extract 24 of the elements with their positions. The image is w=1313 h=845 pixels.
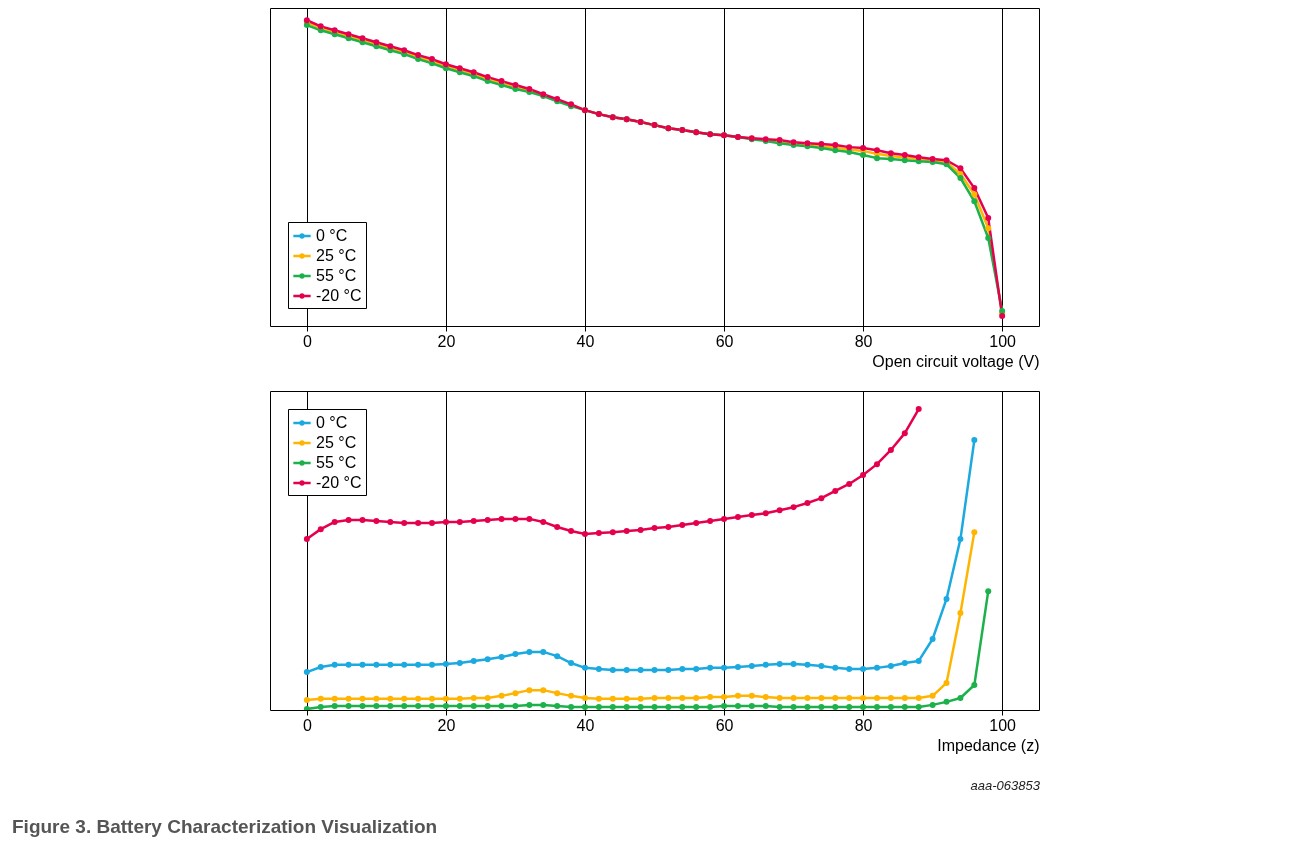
legend-label: 25 °C <box>316 434 357 451</box>
x-tick-label: 0 <box>302 332 312 350</box>
x-tick-label: 100 <box>989 332 1017 350</box>
legend-label: 55 °C <box>316 267 357 284</box>
x-tick-label: 20 <box>437 716 456 734</box>
x-tick-label: 80 <box>854 716 873 734</box>
legend-label: -20 °C <box>316 287 362 304</box>
legend-label: -20 °C <box>316 474 362 491</box>
x-tick-label: 100 <box>989 716 1017 734</box>
caption: Figure 3. Battery Characterization Visualization <box>12 816 438 838</box>
x-tick-label: 60 <box>715 716 734 734</box>
legend-label: 0 °C <box>316 414 348 431</box>
legend-label: 25 °C <box>316 247 357 264</box>
x-axis-title: Impedance (z) <box>937 736 1040 754</box>
legend-label: 55 °C <box>316 454 357 471</box>
x-tick-label: 80 <box>854 332 873 350</box>
x-tick-label: 40 <box>576 332 595 350</box>
x-axis-title: Open circuit voltage (V) <box>872 352 1040 370</box>
x-tick-label: 40 <box>576 716 595 734</box>
x-tick-label: 20 <box>437 332 456 350</box>
x-tick-label: 60 <box>715 332 734 350</box>
text: aaa-063853 <box>969 778 1040 793</box>
x-tick-label: 0 <box>302 716 312 734</box>
legend-label: 0 °C <box>316 227 348 244</box>
